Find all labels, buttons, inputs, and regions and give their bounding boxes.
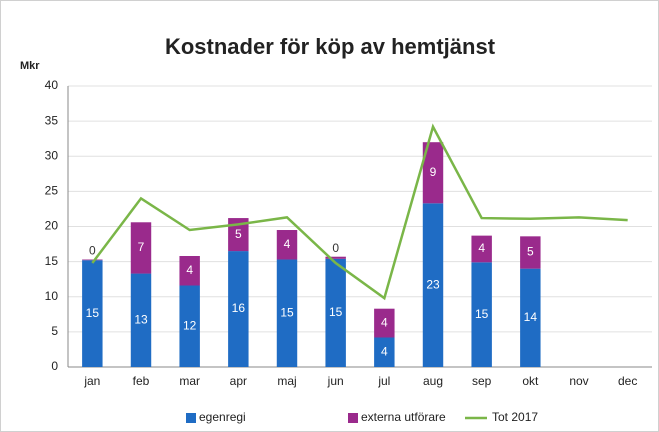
x-tick-label: aug <box>423 374 443 388</box>
y-tick-label: 40 <box>45 78 59 92</box>
bar-segment <box>130 222 152 274</box>
data-label: 15 <box>86 306 100 320</box>
bar-segment <box>422 142 444 204</box>
bar-segment <box>471 262 492 367</box>
x-tick-label: mar <box>179 374 200 388</box>
bar-segment <box>325 256 346 259</box>
x-tick-label: maj <box>277 374 296 388</box>
data-label: 4 <box>186 263 193 277</box>
chart-title: Kostnader för köp av hemtjänst <box>165 34 496 59</box>
bar-segment <box>228 251 249 367</box>
data-label: 4 <box>284 237 291 251</box>
data-label: 23 <box>426 277 440 291</box>
data-label: 4 <box>478 241 485 255</box>
x-tick-label: sep <box>472 374 492 388</box>
legend-label: externa utförare <box>361 410 446 424</box>
x-tick-label: jun <box>327 374 344 388</box>
y-axis-label: Mkr <box>20 60 40 72</box>
x-tick-label: okt <box>522 374 539 388</box>
data-label: 4 <box>381 344 388 358</box>
data-label: 15 <box>280 305 294 319</box>
x-tick-label: nov <box>569 374 588 388</box>
bar-segment <box>325 258 346 367</box>
data-label: 16 <box>232 301 246 315</box>
y-tick-label: 10 <box>45 289 59 303</box>
x-tick-label: apr <box>230 374 247 388</box>
bar-segment <box>82 260 103 367</box>
bar-segment <box>374 308 395 338</box>
bar-segment <box>179 285 200 367</box>
data-label: 13 <box>134 312 148 326</box>
bar-segment <box>228 218 249 252</box>
x-tick-label: jul <box>377 374 390 388</box>
bar-segment <box>471 235 492 263</box>
y-tick-label: 20 <box>45 219 59 233</box>
data-label: 12 <box>183 318 197 332</box>
x-tick-label: feb <box>133 374 150 388</box>
legend-swatch <box>348 413 358 423</box>
y-tick-label: 5 <box>51 324 58 338</box>
x-tick-label: dec <box>618 374 637 388</box>
y-tick-label: 30 <box>45 148 59 162</box>
data-label: 4 <box>381 315 388 329</box>
bar-segment <box>130 273 152 367</box>
legend-label: Tot 2017 <box>492 410 538 424</box>
x-tick-label: jan <box>83 374 100 388</box>
bar-segment <box>82 259 103 261</box>
data-label: 5 <box>235 227 242 241</box>
data-label: 14 <box>524 310 538 324</box>
y-tick-label: 35 <box>45 113 59 127</box>
data-label: 0 <box>89 244 96 258</box>
data-label: 15 <box>475 307 489 321</box>
y-tick-label: 0 <box>51 359 58 373</box>
y-tick-label: 15 <box>45 254 59 268</box>
bar-segment <box>276 259 298 367</box>
data-label: 7 <box>138 240 145 254</box>
legend-label: egenregi <box>199 410 246 424</box>
bar-segment <box>276 230 298 260</box>
data-label: 15 <box>329 305 343 319</box>
data-label: 9 <box>430 165 437 179</box>
bar-segment <box>520 236 541 269</box>
line-series <box>91 123 628 301</box>
y-tick-label: 25 <box>45 184 59 198</box>
data-label: 0 <box>332 241 339 255</box>
bar-segment <box>179 256 200 286</box>
bar-segment <box>374 337 395 367</box>
bar-segment <box>422 203 444 367</box>
legend-swatch <box>186 413 196 423</box>
bar-segment <box>520 268 541 367</box>
data-label: 5 <box>527 245 534 259</box>
